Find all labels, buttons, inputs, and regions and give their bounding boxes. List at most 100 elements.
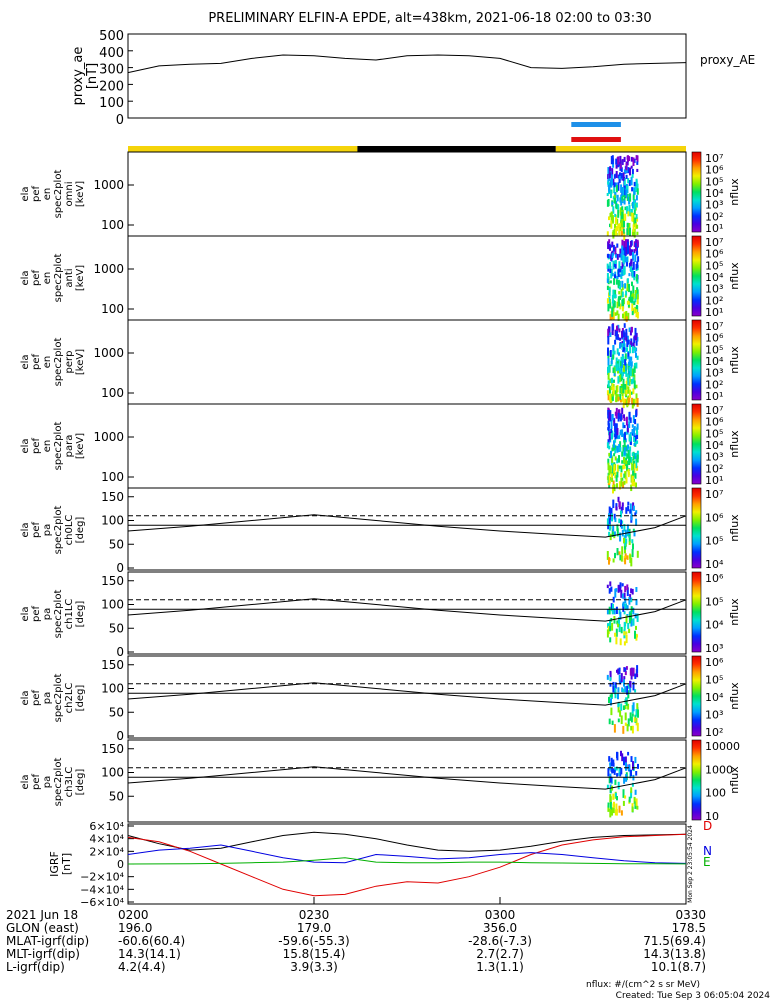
footer-row-value: 71.5(69.4) (643, 934, 706, 948)
spectrogram-pixel (626, 685, 629, 695)
spectrogram-pixel (626, 335, 629, 343)
spectrogram-pixel (623, 199, 626, 205)
spectrogram-pixel (618, 352, 620, 356)
pitch-angle-spectrogram-panels: 150100500elapefpaspec2plotch0LC[deg]1501… (20, 487, 687, 823)
spectrogram-pixel (612, 499, 615, 509)
spectrogram-pixel (625, 774, 628, 782)
spectrogram-pixel (633, 336, 636, 344)
spectrogram-pixel (607, 358, 610, 366)
ylabel-line: pef (31, 690, 42, 707)
spectrogram-pixel (614, 390, 617, 395)
spectrogram-pixel (612, 759, 615, 767)
spectrogram-pixel (619, 337, 621, 341)
spectrogram-pixel (622, 378, 625, 388)
spectrogram-pixel (636, 613, 639, 622)
spectrogram-pixel (613, 379, 615, 383)
spectrogram-pixel (614, 472, 617, 479)
spectrogram-pixel (635, 308, 638, 318)
spectrogram-pixel (626, 239, 629, 245)
spectrogram-pixel (609, 581, 612, 587)
spectrogram-pixel (623, 311, 626, 321)
pitch-angle-panel: 150 100 50 0 elapefpaspec2plotch2LC[deg] (20, 655, 687, 743)
spectrogram-pixel (634, 254, 637, 262)
spectrogram-pixel (617, 584, 620, 593)
spectrogram-pixel (615, 393, 618, 403)
spectrogram-pixel (633, 249, 636, 254)
ytick-label: 200 (99, 79, 124, 94)
spectrogram-pixel (627, 241, 629, 248)
spectrogram-pixel (618, 465, 621, 469)
spectrogram-pixel (620, 715, 623, 724)
spectrogram-pixel (636, 261, 639, 266)
spectrogram-pixel (610, 428, 613, 434)
spectrogram-pixel (609, 619, 611, 626)
ylabel-line: [nT] (60, 853, 73, 875)
spectrogram-pixel (609, 682, 612, 687)
spectrogram-pixel (630, 557, 633, 567)
spectrogram-pixel (623, 323, 626, 328)
spectrogram-pixel (623, 220, 625, 228)
spectrogram-pixel (617, 693, 619, 700)
spectrogram-pixel (632, 261, 635, 270)
ylabel-line: en (42, 440, 53, 453)
spectrogram-pixel (620, 673, 623, 682)
spectrogram-pixel (614, 411, 617, 416)
spectrogram-pixel (626, 445, 629, 452)
spectrogram-pixel (616, 363, 619, 371)
spectrogram-pixel (617, 296, 620, 304)
spectrogram-pixel (620, 288, 623, 298)
spectrogram-pixel (618, 551, 621, 555)
spectrogram-pixel (629, 503, 632, 510)
spectrogram-pixel (618, 772, 621, 776)
energy-panel-frame (127, 151, 687, 237)
spectrogram-pixel (629, 295, 632, 303)
spectrogram-pixel (608, 445, 611, 450)
spectrogram-pixel (624, 603, 627, 609)
spectrogram-pixel (620, 227, 623, 231)
spectrogram-pixel (621, 371, 624, 378)
spectrogram-pixel (613, 278, 616, 285)
spectrogram-pixel (608, 513, 611, 522)
energy-panel: 1000 100 elapefenspec2plotomni[keV] (20, 151, 687, 241)
spectrogram-pixel (628, 245, 631, 254)
colorbar-tick-label: 10¹ (705, 474, 723, 487)
spectrogram-pixel (608, 588, 611, 594)
spectrogram-pixel (609, 773, 612, 779)
spectrogram-pixel (613, 616, 616, 621)
spectrogram-pixel (635, 393, 638, 402)
spectrogram-pixel (606, 278, 609, 283)
colorbar-tick-label: 10⁵ (705, 175, 723, 188)
spectrogram-pixel (634, 217, 637, 224)
spectrogram-pixel (623, 439, 626, 449)
spectrogram-pixel (627, 623, 630, 630)
spectrogram-pixel (625, 631, 628, 635)
spectrogram-pixel (634, 222, 637, 229)
spectrogram-pixel (635, 305, 638, 310)
footer-ephemeris: 2021 Jun 18 0200 0230 0300 0330 GLON (east) 19… (6, 897, 706, 974)
spectrogram-pixel (611, 720, 614, 725)
ytick-label: 150 (101, 490, 124, 504)
spectrogram-pixel (609, 776, 612, 783)
spectrogram-pixel (620, 387, 623, 395)
spectrogram-pixel (613, 174, 616, 179)
science-zone-red-marker (571, 137, 621, 142)
spectrogram-pixel (628, 180, 631, 186)
spectrogram-pixel (625, 615, 628, 624)
spectrogram-pixel (623, 178, 626, 186)
spectrogram-pixel (606, 390, 609, 395)
spectrogram-pixel (616, 796, 618, 801)
spectrogram-pixel (612, 525, 615, 532)
spectrogram-pixel (631, 296, 634, 303)
ytick-label: −2×10⁴ (80, 871, 124, 884)
colorbar-gradient (691, 403, 702, 485)
ytick-label: 150 (101, 574, 124, 588)
spectrogram-pixel (626, 424, 629, 433)
colorbar-tick-label: 10³ (705, 642, 723, 655)
spectrogram-pixel (618, 374, 621, 383)
spectrogram-pixel (636, 161, 639, 165)
spectrogram-pixel (627, 352, 630, 358)
spectrogram-pixel (621, 460, 624, 464)
spectrogram-pixel (626, 193, 629, 201)
footer-row-value: 0300 (485, 908, 516, 922)
spectrogram-pixel (606, 674, 609, 680)
